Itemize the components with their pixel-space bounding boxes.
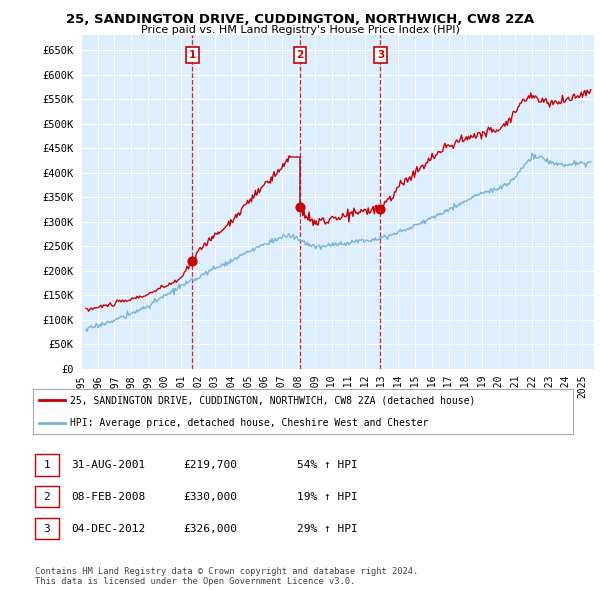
- Text: £326,000: £326,000: [183, 524, 237, 533]
- Text: Contains HM Land Registry data © Crown copyright and database right 2024.
This d: Contains HM Land Registry data © Crown c…: [35, 567, 418, 586]
- Text: 1: 1: [189, 50, 196, 60]
- Text: 25, SANDINGTON DRIVE, CUDDINGTON, NORTHWICH, CW8 2ZA (detached house): 25, SANDINGTON DRIVE, CUDDINGTON, NORTHW…: [70, 395, 475, 405]
- Text: £219,700: £219,700: [183, 460, 237, 470]
- Text: 2: 2: [296, 50, 304, 60]
- Text: HPI: Average price, detached house, Cheshire West and Chester: HPI: Average price, detached house, Ches…: [70, 418, 428, 428]
- Text: 54% ↑ HPI: 54% ↑ HPI: [297, 460, 358, 470]
- Text: Price paid vs. HM Land Registry's House Price Index (HPI): Price paid vs. HM Land Registry's House …: [140, 25, 460, 35]
- Text: 3: 3: [43, 524, 50, 533]
- Point: [295, 202, 305, 212]
- Text: 29% ↑ HPI: 29% ↑ HPI: [297, 524, 358, 533]
- Text: 04-DEC-2012: 04-DEC-2012: [71, 524, 145, 533]
- Text: 1: 1: [43, 460, 50, 470]
- Text: £330,000: £330,000: [183, 492, 237, 502]
- Text: 31-AUG-2001: 31-AUG-2001: [71, 460, 145, 470]
- Text: 25, SANDINGTON DRIVE, CUDDINGTON, NORTHWICH, CW8 2ZA: 25, SANDINGTON DRIVE, CUDDINGTON, NORTHW…: [66, 13, 534, 26]
- Text: 2: 2: [43, 492, 50, 502]
- Text: 08-FEB-2008: 08-FEB-2008: [71, 492, 145, 502]
- Text: 19% ↑ HPI: 19% ↑ HPI: [297, 492, 358, 502]
- Point: [376, 204, 385, 214]
- Point: [188, 256, 197, 266]
- Text: 3: 3: [377, 50, 384, 60]
